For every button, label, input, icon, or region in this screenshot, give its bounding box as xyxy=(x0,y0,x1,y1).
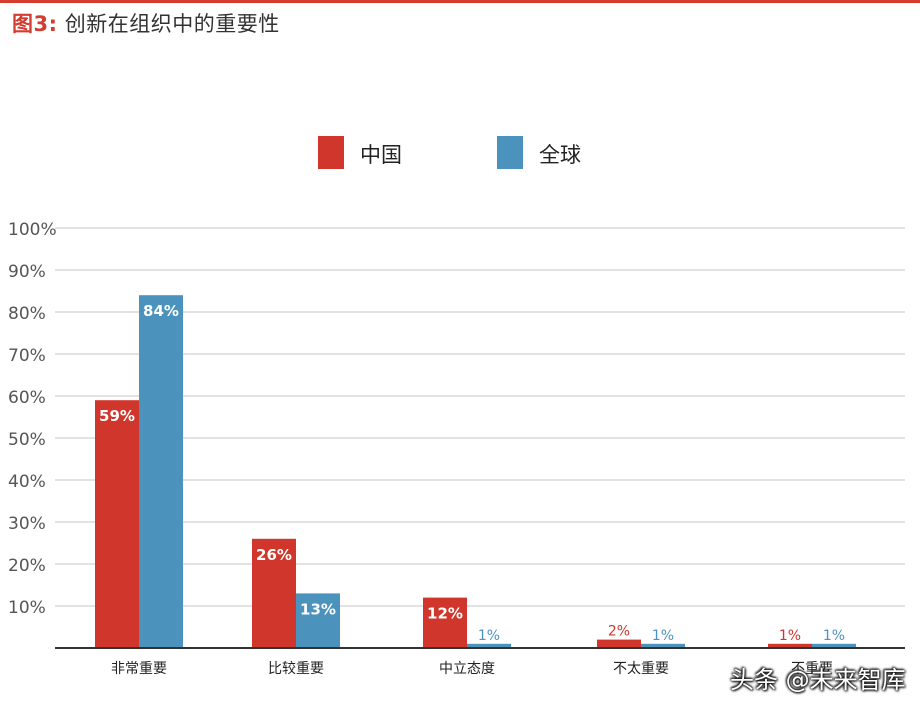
bar xyxy=(139,295,183,648)
legend-label: 全球 xyxy=(539,143,581,167)
bar xyxy=(252,538,296,648)
data-label: 12% xyxy=(427,605,463,623)
data-label: 13% xyxy=(300,600,336,618)
data-label: 1% xyxy=(652,628,674,644)
bar xyxy=(768,643,812,648)
bar xyxy=(95,400,139,648)
y-tick-label: 40% xyxy=(8,472,46,492)
data-label: 84% xyxy=(143,302,179,320)
bar xyxy=(423,597,467,648)
data-label: 1% xyxy=(779,628,801,644)
bar xyxy=(812,643,856,648)
x-tick-label: 不太重要 xyxy=(613,661,669,677)
bar xyxy=(467,643,511,648)
bar xyxy=(597,639,641,648)
x-tick-label: 不重要 xyxy=(791,661,833,677)
y-tick-label: 70% xyxy=(8,346,46,366)
y-tick-label: 20% xyxy=(8,556,46,576)
y-tick-label: 50% xyxy=(8,430,46,450)
data-label: 59% xyxy=(99,407,135,425)
watermark: 头条 @未来智库 xyxy=(730,666,906,694)
x-tick-label: 非常重要 xyxy=(111,661,167,677)
x-tick-label: 比较重要 xyxy=(268,661,324,677)
data-label: 1% xyxy=(478,628,500,644)
y-tick-label: 30% xyxy=(8,514,46,534)
y-tick-label: 10% xyxy=(8,598,46,618)
figure-title: 图3: 创新在组织中的重要性 xyxy=(12,8,280,38)
top-rule xyxy=(0,0,920,3)
data-label: 1% xyxy=(823,628,845,644)
figure-title-text: 创新在组织中的重要性 xyxy=(64,12,280,36)
bar xyxy=(641,643,685,648)
legend-swatch xyxy=(497,136,523,169)
y-tick-label: 60% xyxy=(8,388,46,408)
bar xyxy=(296,593,340,648)
legend-label: 中国 xyxy=(360,143,402,167)
data-label: 26% xyxy=(256,546,292,564)
y-tick-label: 80% xyxy=(8,304,46,324)
y-tick-label: 100% xyxy=(8,220,57,240)
figure-label: 图3: xyxy=(12,12,58,36)
x-tick-label: 中立态度 xyxy=(439,661,495,677)
data-label: 2% xyxy=(608,624,630,640)
legend-swatch xyxy=(318,136,344,169)
y-tick-label: 90% xyxy=(8,262,46,282)
